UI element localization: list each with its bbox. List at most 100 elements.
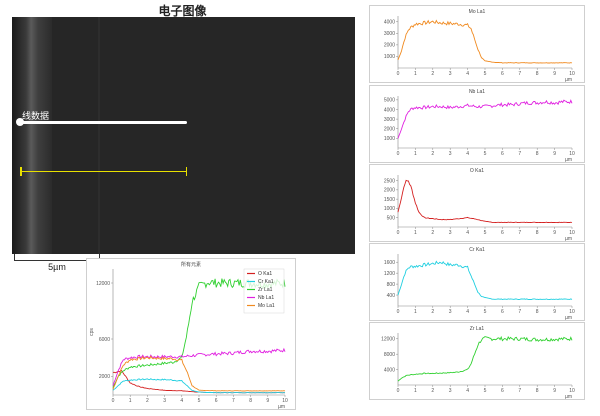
x-tick-label: 5 [484,388,487,394]
x-tick-label: 7 [518,151,521,157]
linescan-marker-handle[interactable] [16,118,24,126]
x-tick-label: 6 [215,398,218,404]
x-tick-label: 10 [569,151,575,157]
x-tick-label: 6 [501,151,504,157]
axis-lines [397,96,572,149]
x-tick-label: 10 [282,398,288,404]
element-chart-cr-ka1: Cr Ka1 0 1 2 3 4 5 6 7 8 9 10 µm 400 800 1200 1600 [369,243,585,321]
element-chart-zr-la1: Zr La1 0 1 2 3 4 5 6 7 8 9 10 µm 4000 8000 12000 [369,322,585,400]
x-tick-label: 4 [466,309,469,315]
x-tick-label: 7 [518,388,521,394]
chart-title: Cr Ka1 [469,247,485,253]
x-tick-label: 4 [466,388,469,394]
legend-entry: Cr Ka1 [258,279,274,285]
x-tick-label: 5 [198,398,201,404]
element-chart-mo-la1: Mo La1 0 1 2 3 4 5 6 7 8 9 10 µm 1000 2000 3000 4000 [369,5,585,83]
y-tick-label: 3000 [384,117,395,123]
series-line-mo-la1 [112,355,286,392]
x-tick-label: 2 [431,71,434,77]
x-axis-unit: µm [565,157,572,162]
y-tick-label: 4000 [384,367,395,373]
x-tick-label: 4 [180,398,183,404]
image-stripe [98,17,100,254]
x-tick-label: 3 [449,151,452,157]
y-tick-label: 2000 [384,188,395,194]
y-tick-label: 2500 [384,178,395,184]
x-tick-label: 1 [414,309,417,315]
x-tick-label: 9 [553,71,556,77]
x-tick-label: 1 [414,71,417,77]
element-chart-o-ka1: O Ka1 0 1 2 3 4 5 6 7 8 9 10 µm 500 1000 1500 2000 2500 [369,164,585,242]
x-axis-unit: µm [565,77,572,82]
x-tick-label: 7 [518,309,521,315]
y-axis-label: cps [89,328,95,336]
chart-title: O Ka1 [470,168,484,174]
element-chart-nb-la1: Nb La1 0 1 2 3 4 5 6 7 8 9 10 µm 1000 2000 3000 4000 5000 [369,85,585,163]
y-tick-label: 2000 [384,43,395,49]
y-tick-label: 400 [387,293,396,299]
x-tick-label: 0 [397,71,400,77]
x-tick-label: 2 [431,151,434,157]
linescan-end-tick [186,167,187,176]
x-tick-label: 0 [397,151,400,157]
x-tick-label: 0 [397,388,400,394]
series-line-o-ka1 [397,179,573,224]
x-axis-unit: µm [278,404,285,409]
y-tick-label: 12000 [381,337,395,343]
y-tick-label: 1000 [384,54,395,60]
x-tick-label: 6 [501,71,504,77]
series-line-nb-la1 [397,99,573,139]
series-line-mo-la1 [397,19,573,64]
y-tick-label: 8000 [384,352,395,358]
y-tick-label: 1000 [384,206,395,212]
chart-title: Nb La1 [469,89,485,95]
scalebar [14,254,100,261]
x-tick-label: 8 [536,151,539,157]
x-axis-unit: µm [565,236,572,241]
x-tick-label: 9 [553,309,556,315]
x-tick-label: 2 [431,388,434,394]
x-tick-label: 6 [501,230,504,236]
x-tick-label: 5 [484,230,487,236]
y-tick-label: 3000 [384,31,395,37]
x-tick-label: 3 [449,230,452,236]
x-tick-label: 3 [449,388,452,394]
x-tick-label: 9 [553,151,556,157]
x-tick-label: 2 [431,230,434,236]
linescan-start-tick [20,167,22,176]
x-tick-label: 4 [466,151,469,157]
scalebar-label: 5µm [48,262,66,272]
x-tick-label: 10 [569,230,575,236]
y-tick-label: 4000 [384,20,395,26]
linescan-marker-line[interactable] [19,121,187,124]
series-line-cr-ka1 [397,260,573,300]
x-tick-label: 10 [569,71,575,77]
x-tick-label: 5 [484,151,487,157]
y-tick-label: 5000 [384,98,395,104]
x-tick-label: 9 [266,398,269,404]
axis-lines [397,175,572,228]
x-tick-label: 4 [466,230,469,236]
x-tick-label: 0 [112,398,115,404]
x-tick-label: 6 [501,388,504,394]
chart-title: Mo La1 [469,9,486,15]
sem-image-title: 电子图像 [158,4,207,18]
linescan-label: 线数据 [22,111,50,121]
x-tick-label: 10 [569,388,575,394]
x-axis-unit: µm [565,315,572,320]
y-tick-label: 2000 [384,127,395,133]
sample-edge [12,17,52,254]
x-axis-unit: µm [565,394,572,399]
axis-lines [397,333,572,386]
x-tick-label: 3 [449,71,452,77]
x-tick-label: 7 [518,230,521,236]
legend-entry: Mo La1 [258,303,275,309]
y-tick-label: 6000 [99,337,110,343]
x-tick-label: 9 [553,388,556,394]
x-tick-label: 2 [431,309,434,315]
linescan-path[interactable] [21,171,187,172]
sem-image: 线数据 [12,17,355,254]
y-tick-label: 12000 [96,281,110,287]
y-tick-label: 500 [387,216,396,222]
y-tick-label: 4000 [384,107,395,113]
